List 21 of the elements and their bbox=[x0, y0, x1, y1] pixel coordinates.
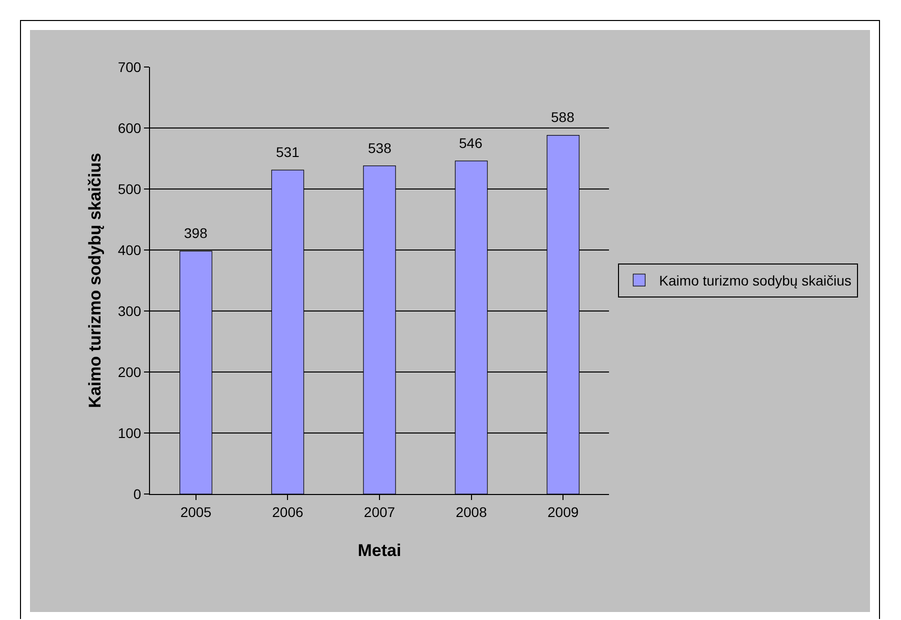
x-tick-label: 2009 bbox=[548, 504, 579, 520]
data-label: 588 bbox=[551, 109, 575, 125]
y-tick-label: 700 bbox=[118, 58, 142, 75]
x-tick-label: 2005 bbox=[180, 504, 212, 520]
y-tick-label: 100 bbox=[118, 424, 142, 441]
x-tick-label: 2006 bbox=[272, 504, 304, 520]
y-axis-title: Kaimo turizmo sodybų skaičius bbox=[85, 152, 104, 408]
y-tick-label: 200 bbox=[118, 364, 142, 380]
y-tick-label: 600 bbox=[118, 120, 142, 136]
y-tick-label: 500 bbox=[118, 180, 142, 197]
data-label: 531 bbox=[276, 144, 300, 160]
y-tick-label: 400 bbox=[118, 242, 142, 258]
data-label: 546 bbox=[459, 135, 483, 151]
data-label: 538 bbox=[368, 140, 392, 156]
x-axis-title: Metai bbox=[358, 541, 402, 560]
legend-label: Kaimo turizmo sodybų skaičius bbox=[659, 272, 852, 289]
y-tick-label: 0 bbox=[133, 486, 142, 502]
x-tick-label: 2008 bbox=[456, 504, 488, 520]
data-label: 398 bbox=[184, 225, 208, 241]
x-tick-label: 2007 bbox=[364, 504, 396, 520]
y-tick-label: 300 bbox=[118, 302, 142, 319]
